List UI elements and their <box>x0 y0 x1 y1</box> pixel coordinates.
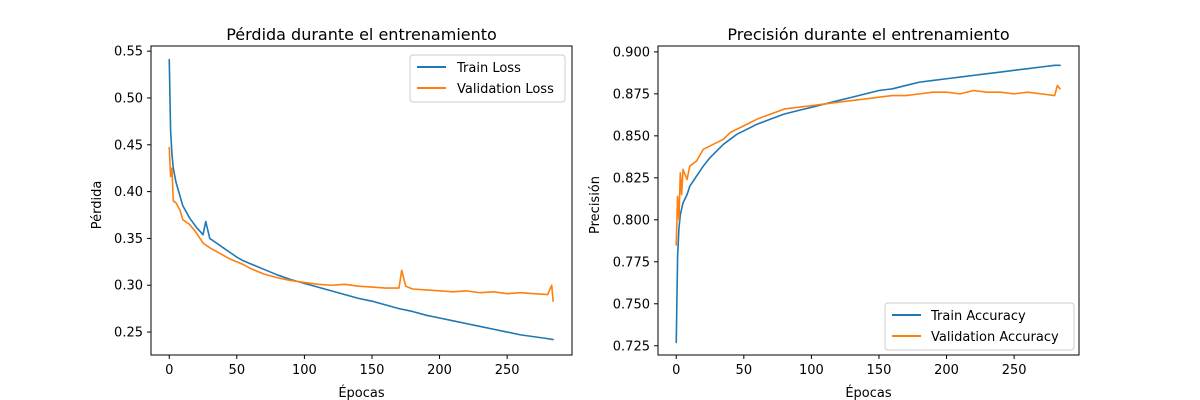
accuracy-y-axis: 0.725 0.750 0.775 0.800 0.825 0.850 0.875 0.900 <box>613 45 658 354</box>
accuracy-legend-train-label: Train Accuracy <box>930 309 1026 324</box>
loss-x-tick-label: 150 <box>360 363 385 378</box>
accuracy-legend-validation-label: Validation Accuracy <box>931 330 1059 345</box>
loss-x-tick-label: 200 <box>427 363 452 378</box>
accuracy-chart: Precisión durante el entrenamiento 0 50 10… <box>588 25 1080 400</box>
loss-y-axis: 0.25 0.30 0.35 0.40 0.45 0.50 0.55 <box>114 45 151 341</box>
loss-legend-box <box>409 54 566 103</box>
loss-x-tick-label: 100 <box>292 363 317 378</box>
accuracy-x-tick-label: 100 <box>799 363 824 378</box>
loss-y-tick-label: 0.50 <box>114 91 143 106</box>
loss-y-tick-label: 0.40 <box>114 185 143 200</box>
loss-legend-validation-label: Validation Loss <box>457 82 554 97</box>
accuracy-y-tick-label: 0.900 <box>613 45 650 60</box>
accuracy-x-tick-label: 200 <box>934 363 959 378</box>
accuracy-axes-frame <box>657 45 1080 356</box>
loss-x-axis: 0 50 100 150 200 250 <box>165 355 520 378</box>
accuracy-x-tick-label: 250 <box>1002 363 1027 378</box>
accuracy-x-axis-label: Épocas <box>845 385 892 400</box>
accuracy-series-validation-line <box>675 84 1061 246</box>
accuracy-series-train-line <box>675 64 1061 344</box>
loss-legend-train-label: Train Loss <box>456 61 521 76</box>
accuracy-y-tick-label: 0.800 <box>613 213 650 228</box>
loss-x-tick-label: 50 <box>229 363 246 378</box>
loss-legend: Train Loss Validation Loss <box>409 54 566 103</box>
accuracy-x-tick-label: 150 <box>867 363 892 378</box>
loss-chart-title: Pérdida durante el entrenamiento <box>226 25 497 44</box>
accuracy-y-tick-label: 0.725 <box>613 339 650 354</box>
loss-chart: Pérdida durante el entrenamiento 0 50 100 1… <box>90 25 573 400</box>
accuracy-y-tick-label: 0.775 <box>613 255 650 270</box>
loss-y-tick-label: 0.45 <box>114 138 143 153</box>
accuracy-plot-area <box>675 64 1061 344</box>
accuracy-y-tick-label: 0.825 <box>613 171 650 186</box>
loss-y-tick-label: 0.55 <box>114 45 143 60</box>
accuracy-y-axis-label: Precisión <box>588 176 603 234</box>
loss-series-validation-line <box>168 146 554 302</box>
loss-axes-frame <box>150 45 573 356</box>
accuracy-legend-box <box>884 302 1075 351</box>
loss-y-axis-label: Pérdida <box>90 181 105 230</box>
accuracy-x-tick-label: 50 <box>736 363 753 378</box>
loss-y-tick-label: 0.35 <box>114 232 143 247</box>
accuracy-y-tick-label: 0.850 <box>613 129 650 144</box>
loss-y-tick-label: 0.25 <box>114 326 143 341</box>
accuracy-x-axis: 0 50 100 150 200 250 <box>672 355 1027 378</box>
loss-x-tick-label: 250 <box>495 363 520 378</box>
loss-x-axis-label: Épocas <box>338 385 385 400</box>
accuracy-x-tick-label: 0 <box>672 363 680 378</box>
loss-y-tick-label: 0.30 <box>114 279 143 294</box>
accuracy-legend: Train Accuracy Validation Accuracy <box>884 302 1075 351</box>
accuracy-y-tick-label: 0.750 <box>613 297 650 312</box>
loss-plot-area <box>168 58 554 341</box>
accuracy-y-tick-label: 0.875 <box>613 87 650 102</box>
accuracy-chart-title: Precisión durante el entrenamiento <box>727 25 1009 44</box>
loss-x-tick-label: 0 <box>165 363 173 378</box>
loss-series-train-line <box>168 58 554 341</box>
